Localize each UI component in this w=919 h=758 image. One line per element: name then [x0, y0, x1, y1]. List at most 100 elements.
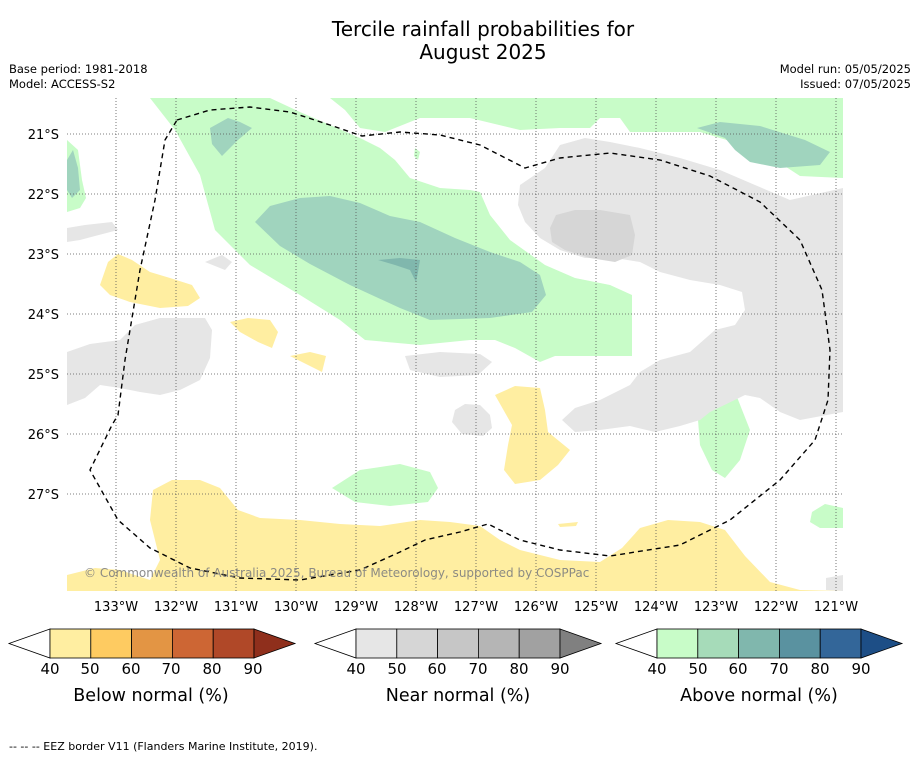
map-title-line1: Tercile rainfall probabilities for [331, 17, 635, 41]
below-normal-region [290, 352, 326, 372]
lon-label: 132°W [154, 600, 198, 615]
colorbar-segment [355, 628, 398, 659]
below-normal-title: Below normal (%) [73, 686, 229, 706]
above-normal-region [698, 392, 750, 478]
above-normal-region [378, 258, 420, 282]
above-tick: 50 [688, 660, 708, 678]
colorbar-over-triangle [860, 628, 904, 659]
above-tick: 60 [728, 660, 748, 678]
near-normal-region [205, 255, 232, 270]
near-normal-region [826, 575, 843, 591]
below-tick: 60 [121, 660, 141, 678]
above-normal-region [210, 118, 252, 156]
colorbar-segment [779, 628, 821, 659]
below-tick: 70 [161, 660, 181, 678]
probability-fields [67, 98, 843, 591]
near-normal-region [405, 352, 492, 377]
above-tick: 80 [810, 660, 830, 678]
above-tick: 90 [851, 660, 871, 678]
colorbar-below-normal [7, 628, 297, 659]
near-normal-region [67, 318, 212, 405]
map-title-line2: August 2025 [419, 40, 547, 64]
lat-label: 24°S [28, 308, 59, 323]
colorbar-over-triangle [559, 628, 603, 659]
colorbar-segment [738, 628, 780, 659]
colorbar-segment [131, 628, 173, 659]
colorbar-segment [819, 628, 862, 659]
below-tick: 90 [243, 660, 263, 678]
lon-label: 133°W [94, 600, 138, 615]
above-normal-region [67, 150, 80, 198]
colorbar-under-triangle [313, 628, 357, 659]
near-tick: 70 [468, 660, 488, 678]
lat-label: 23°S [28, 248, 59, 263]
below-normal-region [100, 254, 200, 308]
issued-date: Issued: 07/05/2025 [800, 77, 911, 91]
copyright-notice: © Commonwealth of Australia 2025, Bureau… [84, 566, 589, 580]
above-normal-region [255, 196, 546, 320]
near-normal-title: Near normal (%) [385, 686, 531, 706]
colorbar-above-normal [614, 628, 904, 659]
below-normal-region [67, 480, 843, 591]
near-normal-region [452, 404, 492, 436]
near-tick: 40 [346, 660, 366, 678]
eez-border [89, 106, 831, 581]
map-title: Tercile rainfall probabilities for Augus… [0, 18, 919, 64]
colorbar-segment [437, 628, 479, 659]
model-run: Model run: 05/05/2025 [779, 62, 911, 76]
lat-label: 25°S [28, 368, 59, 383]
lon-label: 122°W [754, 600, 798, 615]
colorbar-segment [477, 628, 520, 659]
lon-label: 131°W [214, 600, 258, 615]
lon-label: 130°W [274, 600, 318, 615]
near-tick: 50 [387, 660, 407, 678]
lon-label: 127°W [454, 600, 498, 615]
below-tick: 50 [80, 660, 100, 678]
colorbar-under-triangle [7, 628, 51, 659]
above-normal-region [414, 148, 420, 160]
colorbar-segment [697, 628, 739, 659]
near-tick: 90 [550, 660, 570, 678]
near-normal-region [550, 210, 635, 262]
colorbar-segment [212, 628, 255, 659]
base-period: Base period: 1981-2018 [9, 62, 148, 76]
near-tick: 60 [427, 660, 447, 678]
below-normal-region [495, 386, 570, 484]
colorbar-segment [49, 628, 92, 659]
above-normal-region [332, 464, 438, 506]
lon-label: 125°W [574, 600, 618, 615]
lon-label: 129°W [334, 600, 378, 615]
lon-label: 126°W [514, 600, 558, 615]
colorbar-segment [656, 628, 699, 659]
eez-footnote: -- -- -- EEZ border V11 (Flanders Marine… [9, 740, 318, 753]
above-tick: 40 [647, 660, 667, 678]
model-name: Model: ACCESS-S2 [9, 77, 116, 91]
latitude-gridlines [67, 133, 843, 495]
lat-label: 22°S [28, 188, 59, 203]
lon-label: 124°W [634, 600, 678, 615]
colorbar-under-triangle [614, 628, 658, 659]
near-tick: 80 [509, 660, 529, 678]
metadata-left: Base period: 1981-2018 Model: ACCESS-S2 [9, 62, 148, 92]
below-normal-region [230, 318, 278, 348]
above-normal-region [67, 98, 843, 178]
near-normal-region [67, 222, 118, 242]
below-tick: 40 [40, 660, 60, 678]
below-normal-region [558, 522, 578, 527]
colorbar-segment [90, 628, 133, 659]
metadata-right: Model run: 05/05/2025 Issued: 07/05/2025 [780, 62, 911, 92]
colorbar-segment [396, 628, 438, 659]
above-normal-region [697, 122, 830, 168]
lat-label: 26°S [28, 428, 59, 443]
lon-label: 123°W [694, 600, 738, 615]
below-tick: 80 [202, 660, 222, 678]
above-tick: 70 [769, 660, 789, 678]
colorbar-segment [518, 628, 561, 659]
lat-label: 27°S [28, 488, 59, 503]
above-normal-region [810, 504, 843, 528]
lat-label: 21°S [28, 128, 59, 143]
colorbar-near-normal [313, 628, 603, 659]
longitude-labels: 133°W 132°W 131°W 130°W 129°W 128°W 127°… [94, 600, 858, 615]
latitude-labels: 21°S 22°S 23°S 24°S 25°S 26°S 27°S [28, 128, 59, 503]
